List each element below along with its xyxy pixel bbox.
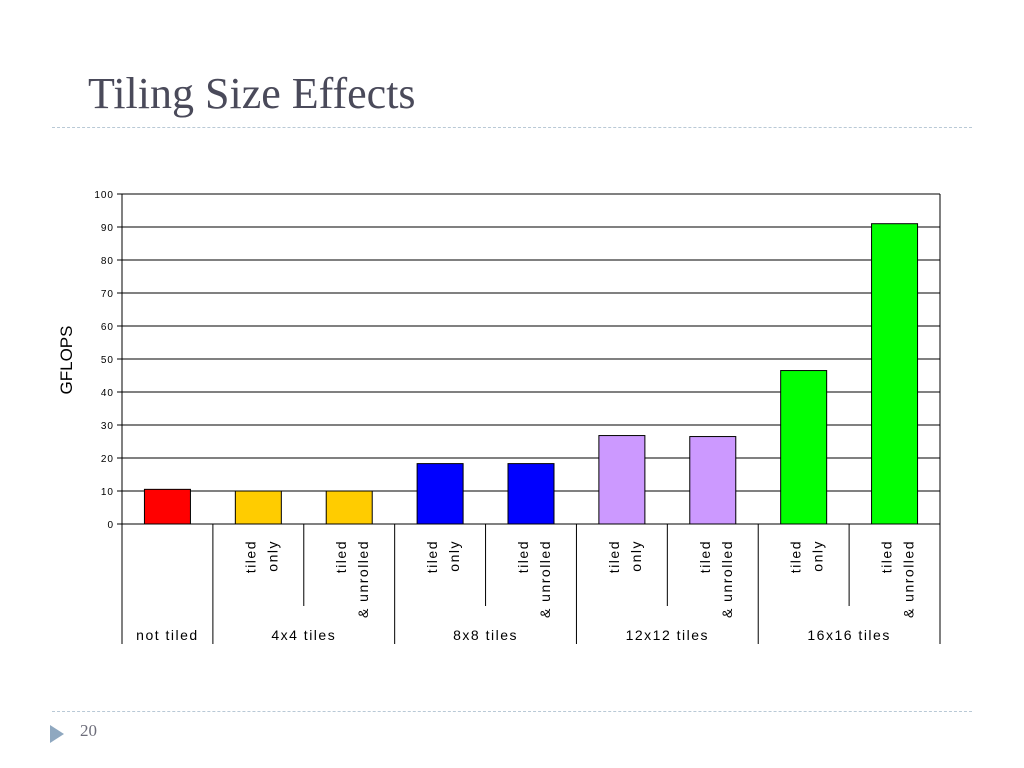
bar xyxy=(507,463,555,525)
bar xyxy=(325,490,373,525)
group-label: not tiled xyxy=(136,627,199,643)
bar xyxy=(689,436,737,525)
bar-label: tiled only xyxy=(242,540,280,573)
bar-label: tiled & unrolled xyxy=(697,540,735,618)
title-divider xyxy=(52,127,972,128)
bar xyxy=(871,223,919,525)
y-tick-label: 60 xyxy=(101,322,114,333)
bar-label: tiled & unrolled xyxy=(333,540,371,618)
y-tick-label: 100 xyxy=(94,190,114,201)
y-tick-label: 20 xyxy=(101,454,114,465)
y-axis-label: GFLOPS xyxy=(57,325,76,395)
y-tick-label: 0 xyxy=(107,520,114,531)
y-tick-label: 90 xyxy=(101,223,114,234)
group-label: 8x8 tiles xyxy=(453,627,518,643)
group-label: 12x12 tiles xyxy=(626,627,709,643)
y-tick-label: 50 xyxy=(101,355,114,366)
bar-label: tiled & unrolled xyxy=(515,540,553,618)
bar xyxy=(780,370,828,525)
y-tick-label: 80 xyxy=(101,256,114,267)
footer-divider xyxy=(52,711,972,712)
bar xyxy=(598,435,646,525)
bar xyxy=(143,488,191,525)
bar xyxy=(234,490,282,525)
group-label: 16x16 tiles xyxy=(807,627,890,643)
bar-label: tiled only xyxy=(788,540,826,573)
footer-arrow-icon xyxy=(50,725,64,743)
bar-label: tiled & unrolled xyxy=(879,540,917,618)
slide-title: Tiling Size Effects xyxy=(88,69,416,118)
y-tick-label: 30 xyxy=(101,421,114,432)
page-number: 20 xyxy=(80,721,97,740)
bar-label: tiled only xyxy=(606,540,644,573)
bar-label: tiled only xyxy=(424,540,462,573)
bar xyxy=(416,463,464,525)
y-tick-label: 70 xyxy=(101,289,114,300)
y-tick-label: 10 xyxy=(101,487,114,498)
group-label: 4x4 tiles xyxy=(271,627,336,643)
y-tick-label: 40 xyxy=(101,388,114,399)
